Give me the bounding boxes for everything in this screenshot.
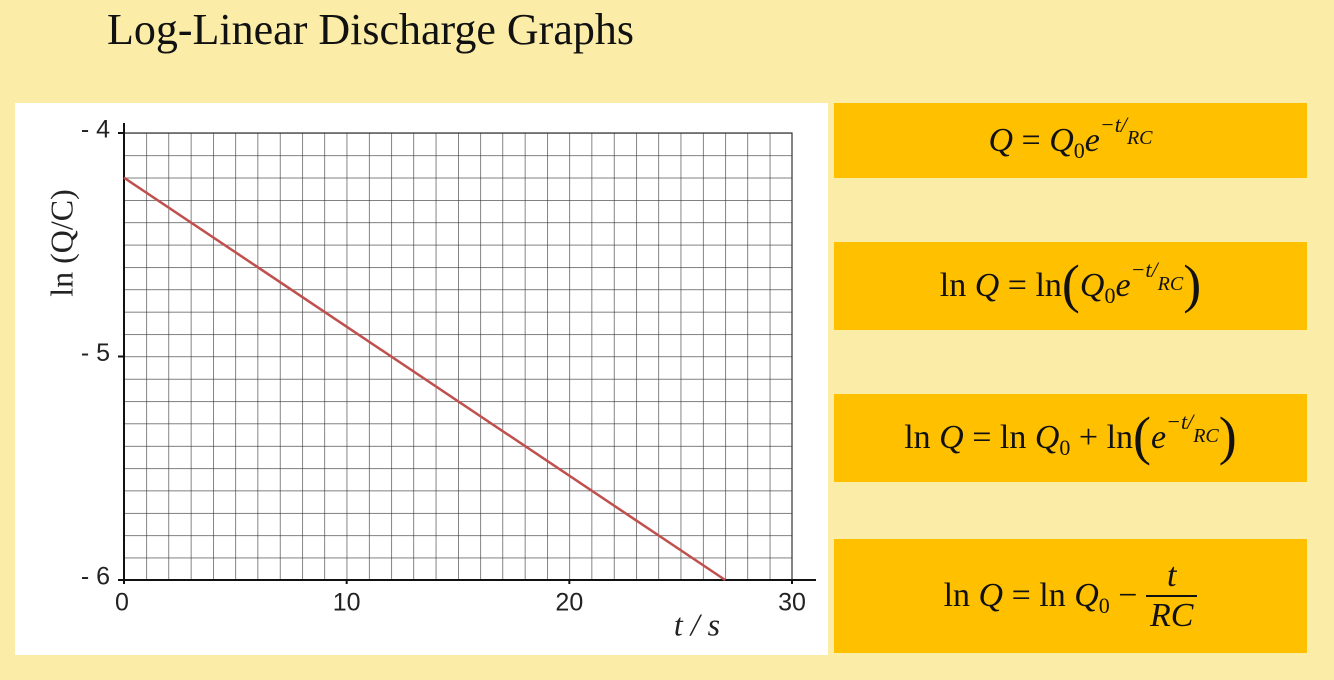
equation-part: ln — [943, 577, 979, 614]
x-tick-label: 30 — [778, 589, 806, 617]
chart-panel: - 6 - 5 - 4 0 10 20 30 t / s ln (Q/C) — [15, 103, 828, 655]
equation-part: = ln — [999, 267, 1062, 304]
equation-part: + ln — [1070, 419, 1134, 456]
equation-part: Q — [978, 577, 1004, 614]
equation-part: 0 — [1104, 283, 1116, 308]
equation-part: ln — [939, 267, 975, 304]
equation-part: Q — [1034, 419, 1060, 456]
equation-part: ( — [1061, 254, 1080, 314]
equation-part: RC — [1157, 272, 1184, 295]
fraction-den: RC — [1145, 595, 1198, 635]
y-axis-label: ln (Q/C) — [43, 189, 79, 297]
equation-part: / — [1120, 111, 1127, 137]
x-axis-label: t / s — [674, 606, 720, 642]
equation-part: e — [1115, 267, 1131, 304]
equation-part: ln — [904, 419, 940, 456]
y-tick-label: - 5 — [81, 339, 110, 367]
equation-part: = — [1013, 121, 1050, 159]
data-line — [123, 176, 726, 582]
equation: Q = Q 0 e −t / RC — [834, 103, 1307, 178]
equation-part: = ln — [963, 419, 1035, 456]
equation-part: 0 — [1073, 137, 1085, 163]
equation-part: −t — [1099, 111, 1121, 137]
equation: ln Q = ln(Q 0 e −t / RC) — [834, 242, 1307, 330]
y-tick-label: - 4 — [81, 116, 110, 144]
equation-part: −t — [1130, 257, 1152, 282]
equation-part: 0 — [1098, 593, 1110, 618]
equation-part: 0 — [1059, 435, 1071, 460]
equation-part: Q — [1074, 577, 1099, 614]
equation-part: RC — [1193, 424, 1219, 447]
equation-part: − — [1109, 577, 1146, 614]
equation-part: ) — [1183, 254, 1202, 314]
equation-part: t RC — [1145, 557, 1198, 635]
fraction-num: t — [1166, 557, 1177, 594]
x-tick-label: 0 — [115, 589, 129, 617]
y-tick-label: - 6 — [81, 563, 110, 591]
equation-part: ) — [1218, 406, 1237, 466]
equation-part: −t — [1166, 409, 1188, 434]
slide-title: Log-Linear Discharge Graphs — [107, 5, 634, 54]
equation-part: / — [1187, 409, 1194, 434]
equation-part: e — [1151, 419, 1167, 456]
equation-part: Q — [1079, 267, 1105, 304]
equation-part: e — [1084, 121, 1100, 159]
x-tick-label: 10 — [333, 589, 361, 617]
equation-part: / — [1151, 257, 1158, 282]
equation-part: = ln — [1003, 577, 1075, 614]
equation-part: ( — [1133, 406, 1152, 466]
chart: - 6 - 5 - 4 0 10 20 30 t / s ln (Q/C) — [43, 116, 816, 642]
equation-part: Q — [974, 267, 1000, 304]
grid — [123, 132, 793, 581]
x-tick-label: 20 — [555, 589, 583, 617]
equation-part: RC — [1126, 127, 1153, 149]
equation-part: Q — [988, 121, 1014, 159]
equation-part: Q — [939, 419, 964, 456]
equation-part: Q — [1049, 121, 1074, 159]
